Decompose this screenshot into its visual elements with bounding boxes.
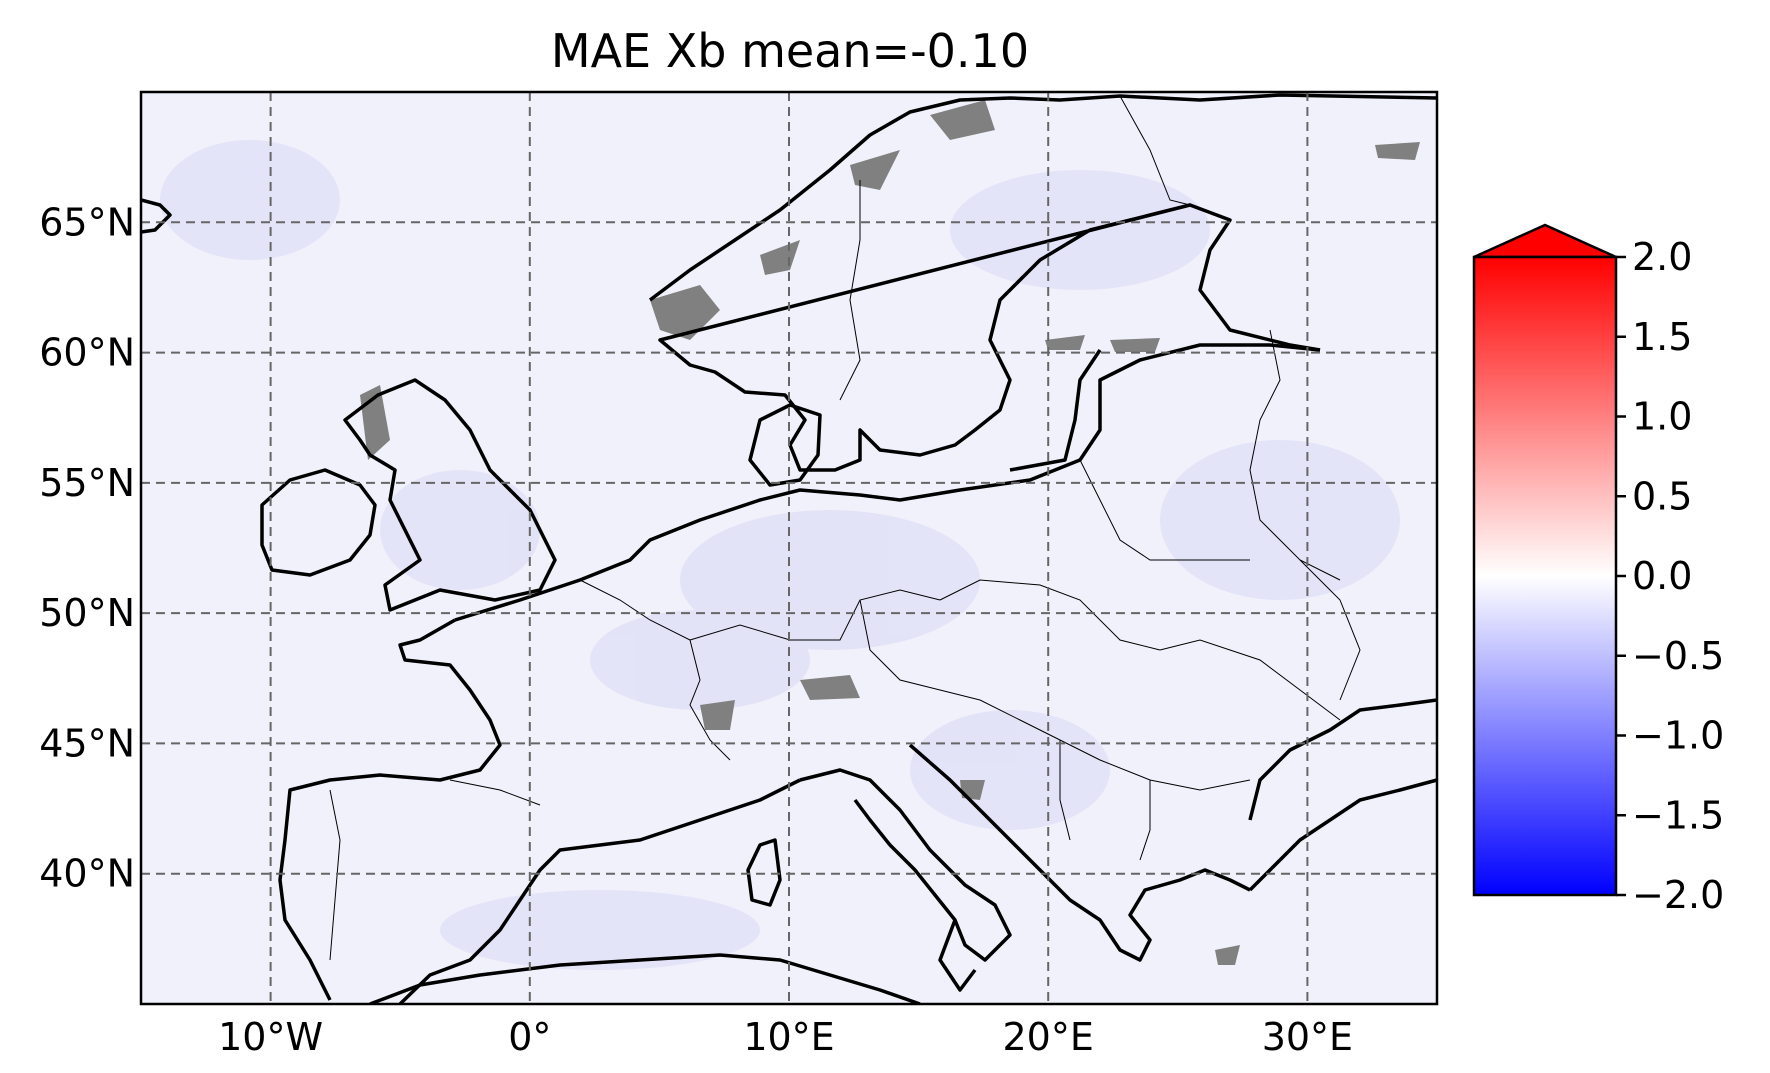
colorbar-tick-label: −2.0 — [1632, 873, 1724, 917]
lat-tick-label: 55°N — [39, 461, 135, 505]
lat-tick-label: 60°N — [39, 331, 135, 375]
gridlines — [141, 92, 1437, 1004]
colorbar-tick-label: 0.5 — [1632, 474, 1692, 518]
map-panel — [139, 90, 1439, 1006]
colorbar-tick-label: −1.5 — [1632, 793, 1724, 837]
colorbar: 2.0 1.5 1.0 0.5 0.0 −0.5 −1.0 −1.5 −2.0 — [1472, 223, 1724, 917]
coastline-sardinia — [746, 838, 782, 907]
colorbar-tick-label: 1.0 — [1632, 395, 1692, 439]
colorbar-tick-label: −0.5 — [1632, 634, 1724, 678]
coastline-scandinavia — [648, 93, 1437, 472]
coastline-north-africa — [369, 953, 921, 1004]
coastline-black-sea — [1248, 698, 1437, 821]
coastline-ireland — [260, 468, 377, 577]
latitude-labels: 40°N 45°N 50°N 55°N 60°N 65°N — [39, 200, 135, 895]
colorbar-tick-label: 2.0 — [1632, 235, 1692, 279]
lon-tick-label: 30°E — [1262, 1015, 1353, 1059]
country-borders — [329, 95, 1361, 961]
coastline-denmark — [748, 403, 822, 487]
colorbar-ticks: 2.0 1.5 1.0 0.5 0.0 −0.5 −1.0 −1.5 −2.0 — [1616, 235, 1724, 917]
lat-tick-label: 50°N — [39, 591, 135, 635]
longitude-labels: 10°W 0° 10°E 20°E 30°E — [218, 1015, 1353, 1059]
colorbar-tick-label: −1.0 — [1632, 714, 1724, 758]
colorbar-extend-arrow — [1473, 223, 1617, 259]
lon-tick-label: 20°E — [1003, 1015, 1094, 1059]
lat-tick-label: 45°N — [39, 721, 135, 765]
coastline-iberia-france — [278, 618, 801, 1004]
lon-tick-label: 10°E — [743, 1015, 834, 1059]
lat-tick-label: 40°N — [39, 852, 135, 896]
lon-tick-label: 10°W — [218, 1015, 323, 1059]
coastline-italy — [799, 768, 1012, 992]
lon-tick-label: 0° — [508, 1015, 551, 1059]
coastline-iceland-edge — [141, 198, 172, 234]
coastline-finland — [1009, 203, 1321, 472]
coastline-balkans — [908, 743, 1437, 962]
colorbar-tick-label: 1.5 — [1632, 315, 1692, 359]
lat-tick-label: 65°N — [39, 200, 135, 244]
coastlines — [141, 93, 1437, 1004]
colorbar-tick-label: 0.0 — [1632, 554, 1692, 598]
map-title: MAE Xb mean=-0.10 — [551, 24, 1029, 78]
map-frame — [139, 90, 1439, 1006]
colorbar-gradient — [1472, 255, 1618, 897]
missing-data-patches — [360, 100, 1420, 965]
coastline-great-britain — [343, 378, 557, 612]
coastline-north-europe — [454, 343, 1321, 622]
